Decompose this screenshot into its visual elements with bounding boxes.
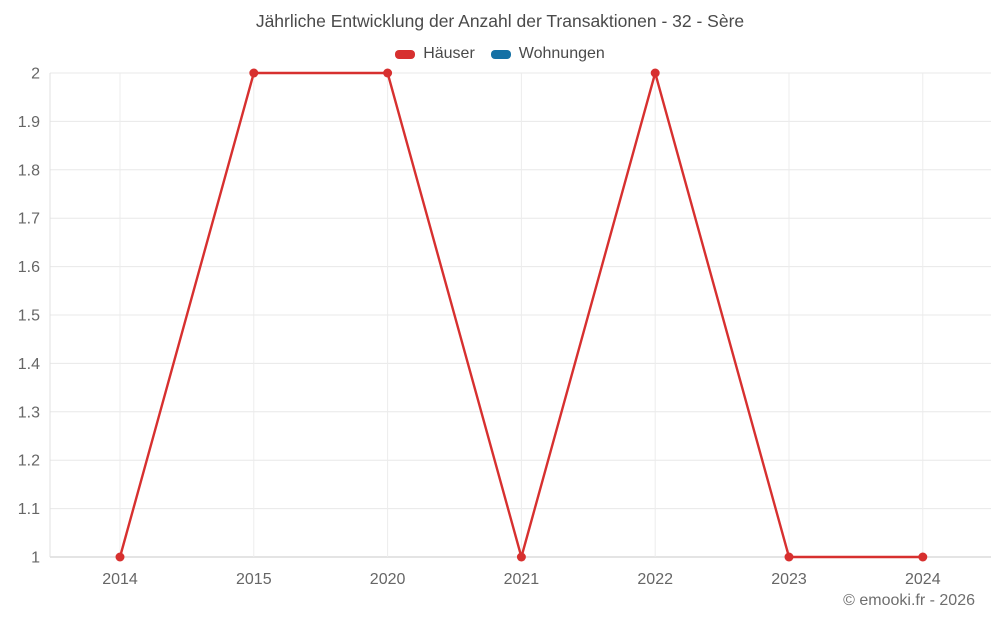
y-axis-tick-label: 1.8	[18, 162, 40, 179]
legend: Häuser Wohnungen	[0, 45, 1000, 63]
y-axis-tick-label: 1	[31, 550, 40, 567]
x-axis-tick-label: 2021	[504, 571, 540, 588]
data-point-marker[interactable]	[383, 68, 393, 78]
y-axis-tick-label: 1.6	[18, 259, 40, 276]
y-axis-tick-label: 1.3	[18, 404, 40, 421]
legend-label-wohnungen: Wohnungen	[518, 45, 605, 62]
data-point-marker[interactable]	[115, 552, 125, 562]
x-axis-tick-label: 2024	[905, 571, 941, 588]
legend-item-wohnungen[interactable]: Wohnungen	[490, 45, 605, 63]
y-axis-tick-label: 1.2	[18, 453, 40, 470]
y-axis-tick-label: 2	[31, 66, 40, 83]
data-point-marker[interactable]	[516, 552, 526, 562]
y-axis-tick-label: 1.7	[18, 211, 40, 228]
legend-swatch-wohnungen-icon	[490, 49, 511, 59]
x-axis-tick-label: 2023	[771, 571, 807, 588]
data-point-marker[interactable]	[784, 552, 794, 562]
data-point-marker[interactable]	[918, 552, 928, 562]
y-axis-tick-label: 1.5	[18, 308, 40, 325]
copyright-text: © emooki.fr - 2026	[843, 592, 975, 609]
legend-swatch-haeuser-icon	[395, 49, 416, 59]
x-axis-tick-label: 2020	[370, 571, 406, 588]
x-axis-tick-label: 2022	[637, 571, 673, 588]
legend-label-haeuser: Häuser	[423, 45, 475, 62]
y-axis-tick-label: 1.1	[18, 501, 40, 518]
x-axis-tick-label: 2014	[102, 571, 138, 588]
chart-title: Jährliche Entwicklung der Anzahl der Tra…	[255, 11, 745, 31]
data-point-marker[interactable]	[249, 68, 259, 78]
y-axis-tick-label: 1.9	[18, 114, 40, 131]
x-axis-tick-label: 2015	[236, 571, 272, 588]
data-point-marker[interactable]	[650, 68, 660, 78]
legend-item-haeuser[interactable]: Häuser	[395, 45, 475, 63]
y-axis-tick-label: 1.4	[18, 356, 40, 373]
